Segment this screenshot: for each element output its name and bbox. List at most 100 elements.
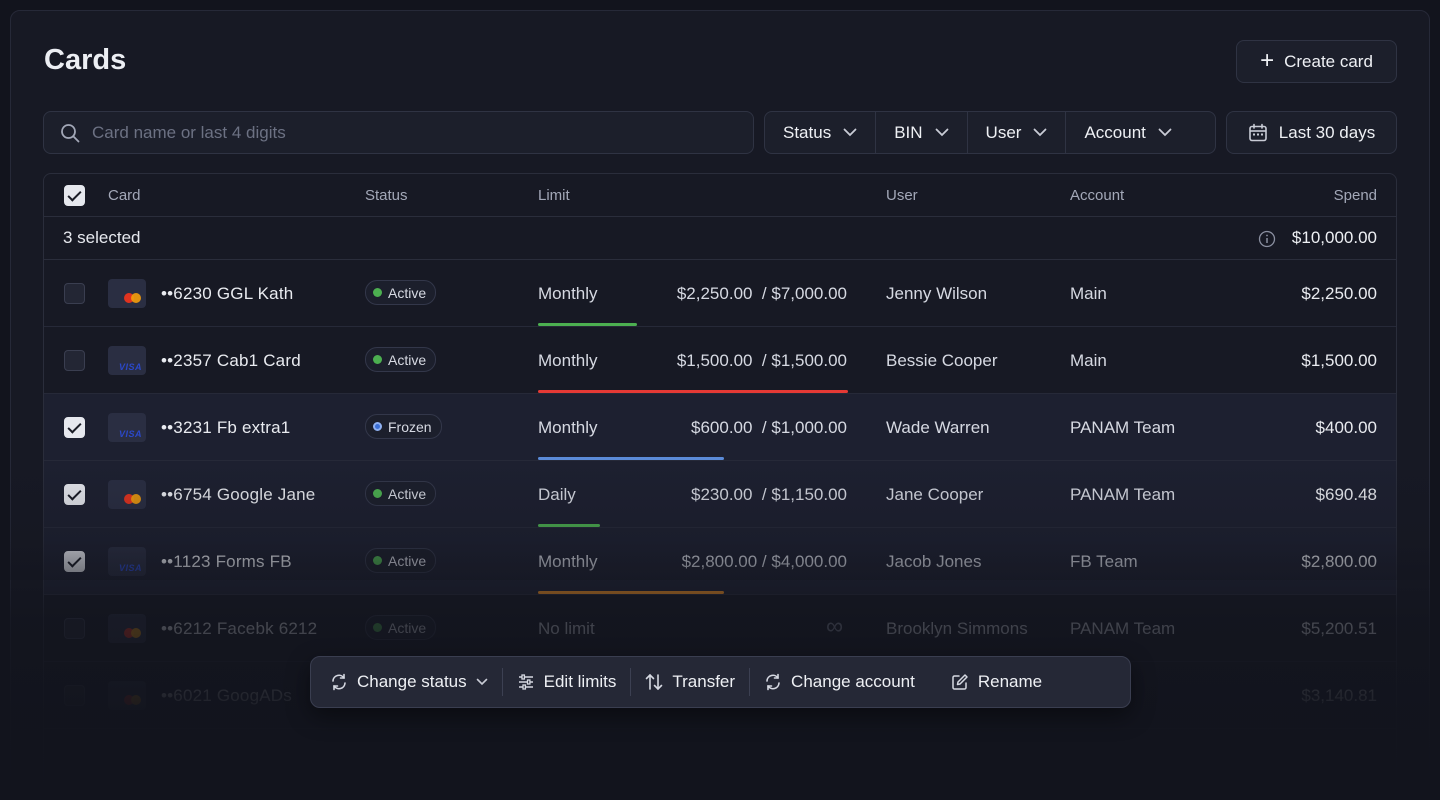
edit-limits-button[interactable]: Edit limits [506, 666, 628, 698]
column-header-account[interactable]: Account [1070, 186, 1125, 204]
refresh-icon [764, 673, 782, 691]
limit-period: Daily [538, 485, 576, 504]
mastercard-logo [124, 293, 142, 303]
account-filter[interactable]: Account [1066, 112, 1189, 153]
chevron-down-icon [1033, 128, 1047, 137]
mastercard-card-icon [108, 681, 146, 710]
spend-amount: $3,140.81 [1301, 686, 1377, 705]
column-header-card[interactable]: Card [108, 186, 141, 204]
status-label: Active [388, 284, 427, 301]
account-name: PANAM Team [1070, 418, 1176, 437]
bulk-action-bar: Change status Edit limits Transfer Chang… [310, 656, 1131, 708]
limit-period: Monthly [538, 418, 598, 437]
date-range-label: Last 30 days [1278, 122, 1376, 142]
mastercard-logo [124, 695, 142, 705]
row-checkbox[interactable] [64, 417, 85, 438]
table-row[interactable]: VISA ••1123 Forms FB Active Monthly $2,800.0… [44, 528, 1396, 595]
limit-progress-bar [538, 524, 600, 527]
status-badge: Active [365, 481, 437, 506]
column-header-user[interactable]: User [886, 186, 918, 204]
table-row[interactable]: ••6212 Facebk 6212 Active No limit ∞ Brookly… [44, 595, 1396, 662]
rename-label: Rename [977, 672, 1043, 691]
status-label: Active [388, 552, 427, 569]
rename-button[interactable]: Rename [940, 666, 1053, 698]
status-badge: Active [365, 615, 437, 640]
visa-card-icon: VISA [108, 547, 146, 576]
status-badge: Active [365, 280, 437, 305]
active-status-icon [373, 489, 382, 498]
change-account-label: Change account [791, 672, 915, 691]
card-name[interactable]: ••6021 GoogADs [161, 686, 292, 705]
refresh-icon [330, 673, 348, 691]
row-checkbox[interactable] [64, 685, 85, 706]
status-badge: Active [365, 347, 437, 372]
chevron-down-icon [1158, 128, 1172, 137]
column-header-spend[interactable]: Spend [1333, 186, 1377, 204]
mastercard-card-icon [108, 614, 146, 643]
spend-amount: $2,250.00 [1301, 284, 1377, 303]
active-status-icon [373, 288, 382, 297]
search-input[interactable] [92, 122, 692, 143]
create-card-button[interactable]: + Create card [1236, 40, 1397, 83]
search-icon [60, 123, 80, 143]
column-header-status[interactable]: Status [365, 186, 408, 204]
column-header-limit[interactable]: Limit [538, 186, 570, 204]
row-checkbox[interactable] [64, 283, 85, 304]
sliders-icon [517, 673, 535, 691]
visa-card-icon: VISA [108, 413, 146, 442]
visa-card-icon: VISA [108, 346, 146, 375]
edit-limits-label: Edit limits [543, 672, 617, 691]
create-card-label: Create card [1284, 51, 1373, 71]
visa-logo: VISA [118, 429, 142, 439]
row-checkbox[interactable] [64, 551, 85, 572]
spend-amount: $2,800.00 [1301, 552, 1377, 571]
edit-icon [951, 673, 969, 691]
divider [749, 668, 751, 696]
divider [630, 668, 632, 696]
limit-period: Monthly [538, 351, 598, 370]
table-row[interactable]: ••6754 Google Jane Active Daily $230.00 / $… [44, 461, 1396, 528]
row-checkbox[interactable] [64, 350, 85, 371]
mastercard-card-icon [108, 480, 146, 509]
date-range-button[interactable]: Last 30 days [1226, 111, 1397, 154]
select-all-checkbox[interactable] [64, 185, 85, 206]
calendar-icon [1248, 123, 1268, 143]
status-badge: Frozen [365, 414, 442, 439]
account-name: Main [1070, 284, 1107, 303]
table-row[interactable]: VISA ••2357 Cab1 Card Active Monthly $1,500.… [44, 327, 1396, 394]
status-filter[interactable]: Status [765, 112, 877, 153]
visa-logo: VISA [118, 563, 142, 573]
user-name: Jacob Jones [886, 552, 982, 571]
row-checkbox[interactable] [64, 484, 85, 505]
limit-period: Monthly [538, 552, 598, 571]
card-name[interactable]: ••1123 Forms FB [161, 552, 292, 571]
table-row[interactable]: ••6230 GGL Kath Active Monthly $2,250.00 / … [44, 260, 1396, 327]
card-name[interactable]: ••6230 GGL Kath [161, 284, 294, 303]
filter-group: Status BIN User Account [764, 111, 1216, 154]
selection-summary: 3 selected $10,000.00 [44, 217, 1396, 260]
limit-value: $2,250.00 / $7,000.00 [676, 284, 847, 303]
card-name[interactable]: ••2357 Cab1 Card [161, 351, 301, 370]
user-filter[interactable]: User [968, 112, 1067, 153]
limit-progress-bar [538, 390, 848, 393]
status-label: Active [388, 351, 427, 368]
card-name[interactable]: ••6212 Facebk 6212 [161, 619, 318, 638]
row-checkbox[interactable] [64, 618, 85, 639]
divider [501, 668, 503, 696]
card-name[interactable]: ••6754 Google Jane [161, 485, 316, 504]
change-account-button[interactable]: Change account [753, 666, 926, 698]
mastercard-logo [124, 628, 142, 638]
change-status-button[interactable]: Change status [319, 666, 499, 698]
limit-progress-bar [538, 457, 724, 460]
frozen-status-icon [373, 422, 382, 431]
search-field[interactable] [43, 111, 754, 154]
limit-value: $2,800.00 / $4,000.00 [681, 552, 847, 571]
table-row[interactable]: VISA ••3231 Fb extra1 Frozen Monthly $600.00… [44, 394, 1396, 461]
card-name[interactable]: ••3231 Fb extra1 [161, 418, 291, 437]
transfer-button[interactable]: Transfer [634, 666, 746, 698]
limit-value: $600.00 / $1,000.00 [691, 418, 847, 437]
info-icon[interactable] [1258, 230, 1276, 248]
bin-filter[interactable]: BIN [876, 112, 968, 153]
transfer-label: Transfer [672, 672, 736, 691]
limit-value: $1,500.00 / $1,500.00 [676, 351, 847, 370]
